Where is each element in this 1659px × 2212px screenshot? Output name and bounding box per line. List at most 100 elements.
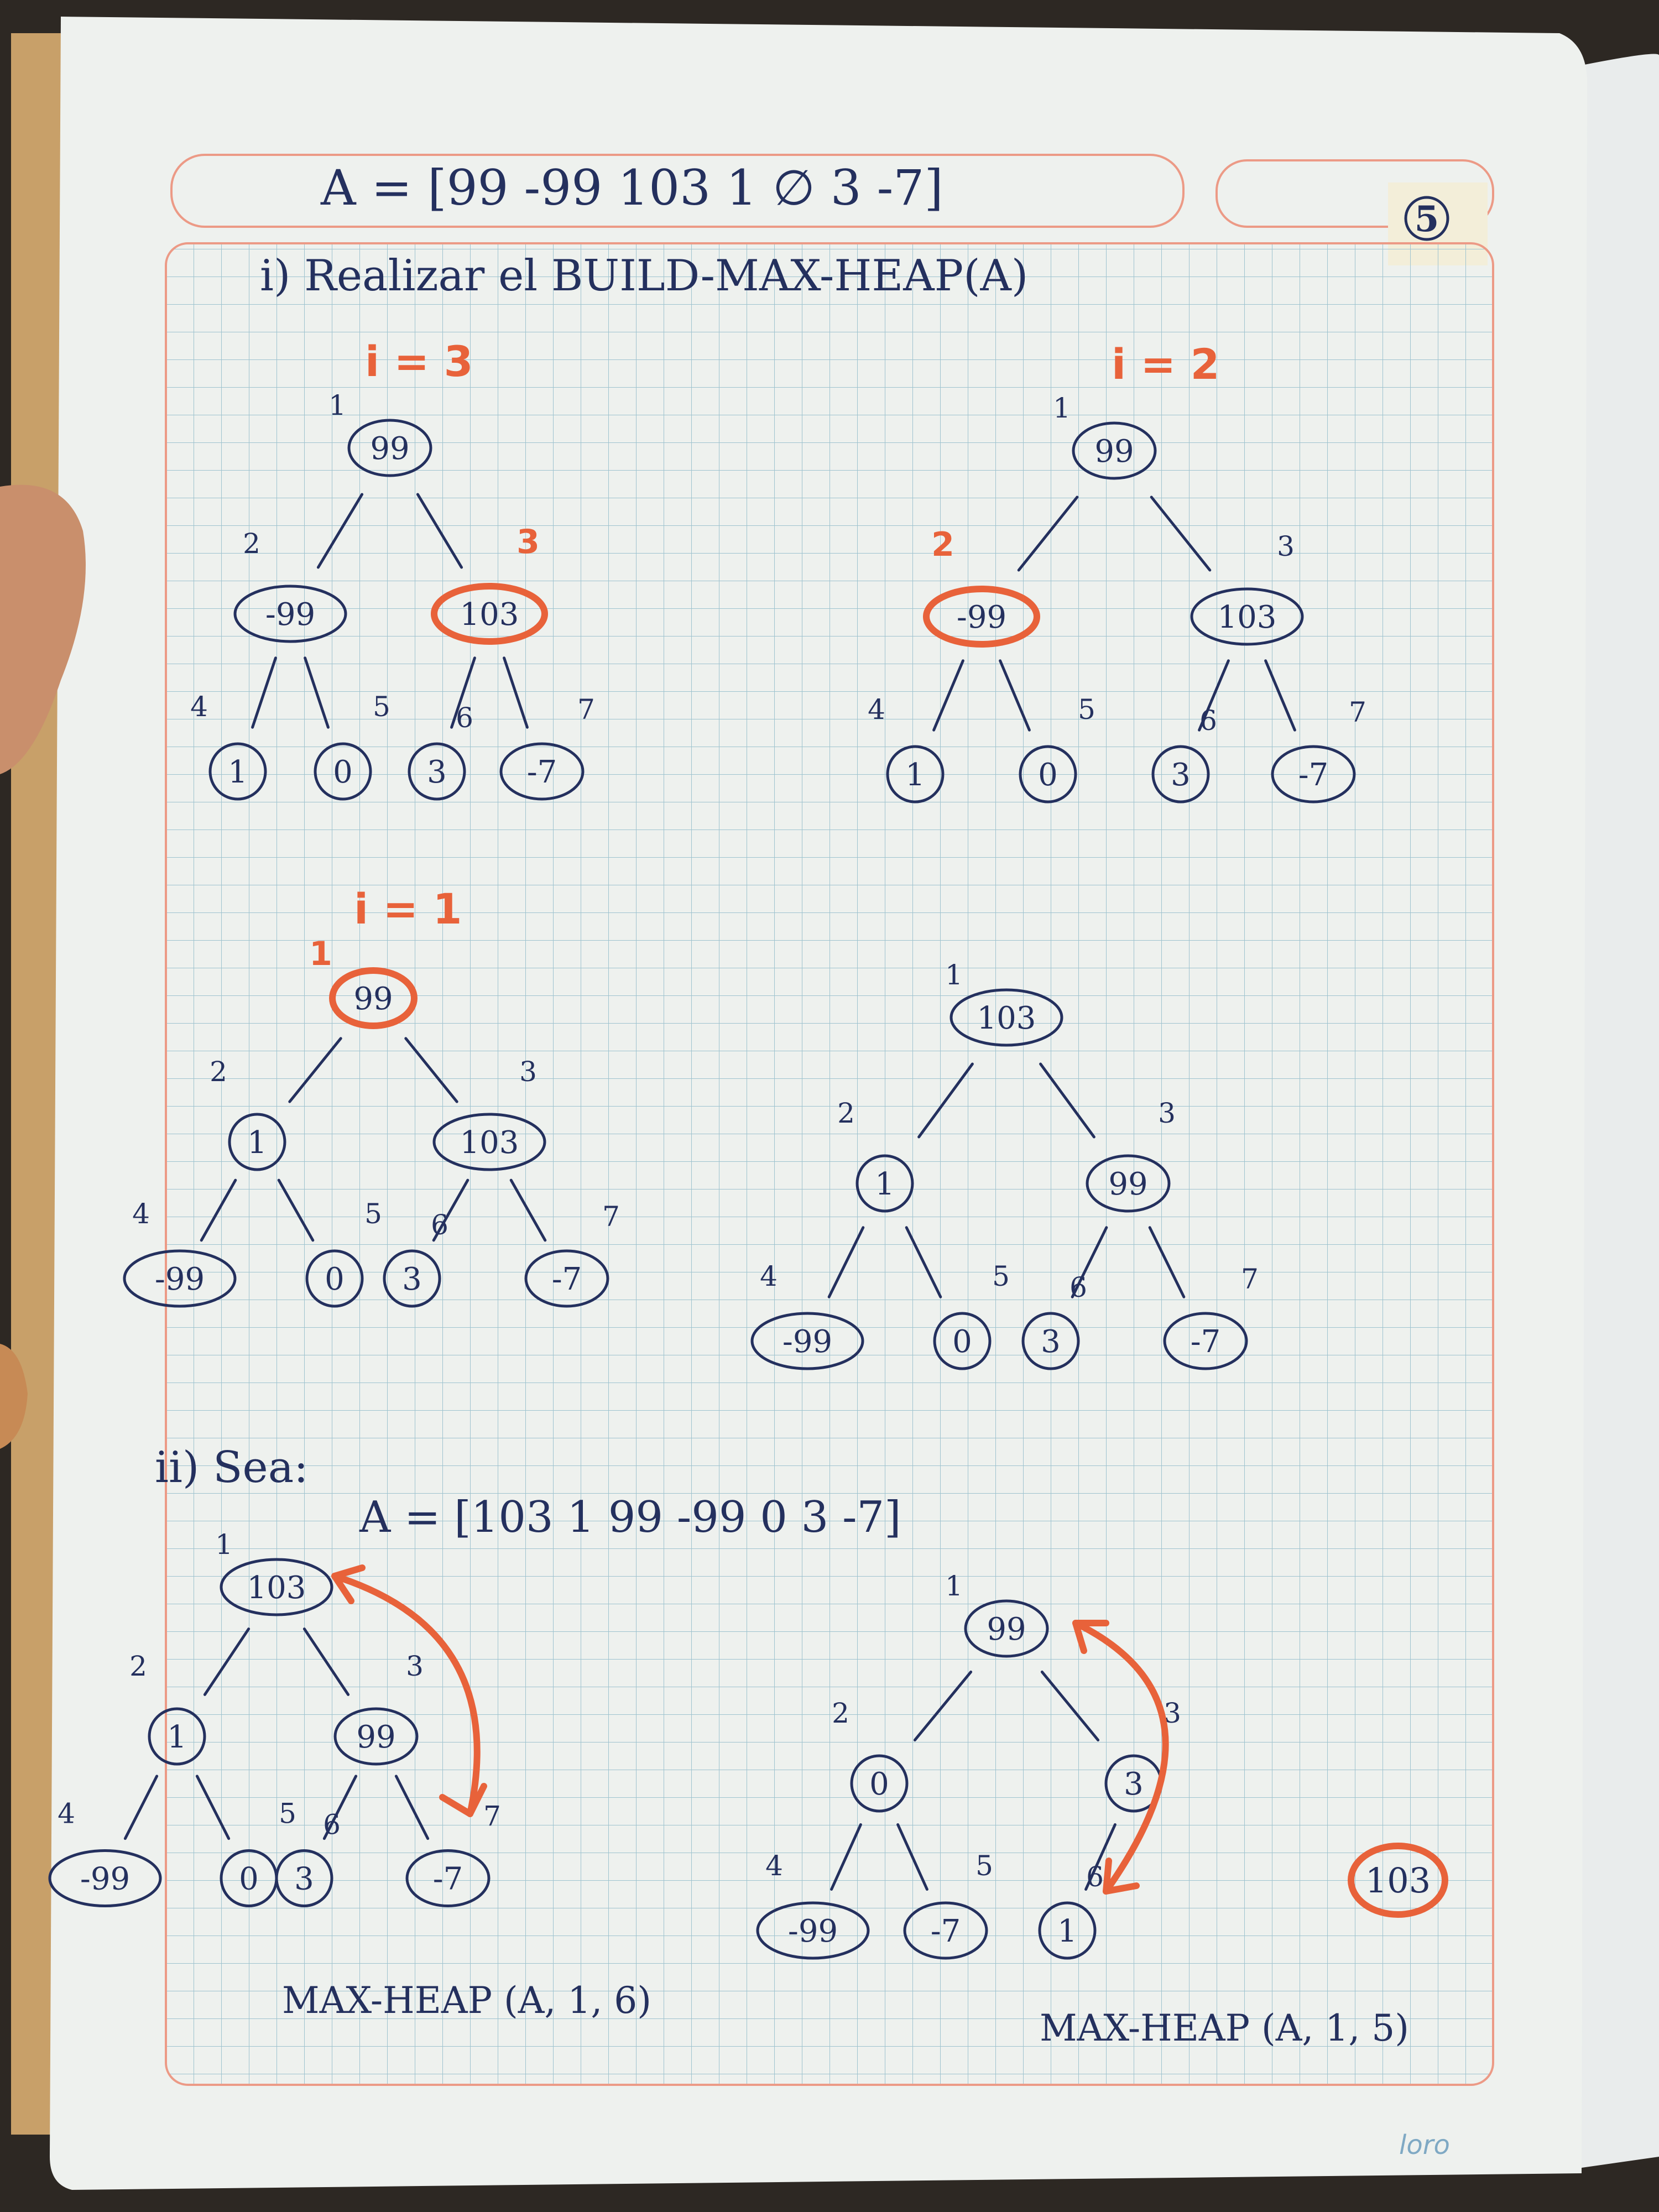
heap-node-value: -99 xyxy=(957,599,1006,635)
tree-edge xyxy=(830,1823,862,1891)
tree-edge xyxy=(195,1775,231,1840)
heap-node-index: 3 xyxy=(1158,1097,1176,1129)
heap-node-circle xyxy=(347,419,432,477)
heap-node-circle xyxy=(499,742,585,801)
heap-node-value: -7 xyxy=(552,1261,582,1297)
tree-edge xyxy=(404,1037,458,1103)
tree-edge xyxy=(302,1627,350,1696)
heap-node-index: 1 xyxy=(945,1570,963,1602)
tree-edge xyxy=(432,1178,469,1242)
extracted-value-circle xyxy=(1348,1843,1448,1918)
heap-node-value: -99 xyxy=(788,1913,838,1949)
heap-node-circle xyxy=(923,586,1040,648)
heap-node-index: 4 xyxy=(58,1798,75,1830)
tree-edge xyxy=(304,656,330,729)
heap-node-circle xyxy=(431,583,548,645)
heap-node-index: 4 xyxy=(760,1260,778,1292)
heap-node-index: 5 xyxy=(279,1798,296,1830)
heap-node-circle xyxy=(933,1312,992,1370)
heap-node-circle xyxy=(855,1154,914,1213)
tree-edge xyxy=(203,1627,251,1696)
heap-node-index: 7 xyxy=(602,1201,620,1233)
heap-node-circle xyxy=(1038,1901,1097,1960)
tree-edge xyxy=(251,656,277,729)
heap-node-index: 3 xyxy=(406,1650,424,1682)
heap-node-value: 1 xyxy=(905,757,925,793)
part-ii-array: A = [103 1 99 -99 0 3 -7] xyxy=(359,1493,901,1542)
heap-node-circle xyxy=(1151,745,1210,804)
tree-edge xyxy=(1084,1823,1117,1891)
header-band xyxy=(170,154,1185,228)
heap-node-circle xyxy=(275,1849,333,1907)
heap-node-index: 1 xyxy=(1053,392,1071,424)
heap-node-value: 103 xyxy=(460,1125,519,1161)
heap-node-index: 6 xyxy=(323,1809,341,1841)
heap-node-index: 2 xyxy=(931,525,954,564)
heap-node-value: 3 xyxy=(294,1861,314,1897)
tree-edge xyxy=(200,1178,237,1242)
grid-area xyxy=(165,242,1494,2086)
tree-edge xyxy=(288,1037,342,1103)
heap-node-value: 0 xyxy=(952,1324,972,1360)
heap-node-index: 7 xyxy=(483,1801,501,1833)
heap-node-circle xyxy=(850,1754,909,1813)
heap-node-circle xyxy=(208,742,267,801)
heap-node-circle xyxy=(48,1849,162,1907)
heap-node-circle xyxy=(123,1249,237,1308)
heap-node-value: -99 xyxy=(265,597,315,633)
heap-node-circle xyxy=(964,1599,1049,1658)
heap-node-value: 103 xyxy=(1218,599,1277,635)
tree-edge xyxy=(1039,1062,1095,1139)
heap-node-value: 3 xyxy=(1124,1766,1144,1802)
heap-node-circle xyxy=(1021,1312,1080,1370)
tree-edge xyxy=(896,1823,928,1891)
heap-node-value: 99 xyxy=(1108,1166,1147,1202)
heap-node-value: 99 xyxy=(987,1611,1026,1647)
tree-edge xyxy=(905,1226,942,1298)
heap-node-value: 1 xyxy=(875,1166,895,1202)
heap-node-value: 1 xyxy=(228,754,248,790)
tree-edge xyxy=(277,1178,315,1242)
heap-node-circle xyxy=(432,1113,546,1171)
finger xyxy=(0,484,86,774)
heap-node-circle xyxy=(524,1249,609,1308)
heap-node-value: 0 xyxy=(325,1261,345,1297)
heap-node-circle xyxy=(220,1558,333,1616)
heap-node-value: 99 xyxy=(356,1719,395,1755)
heap-node-circle xyxy=(405,1849,491,1907)
heap-node-index: 2 xyxy=(129,1650,147,1682)
tree-edge xyxy=(1040,1670,1100,1742)
heap-node-circle xyxy=(314,742,372,801)
heap-node-index: 1 xyxy=(945,959,963,991)
heap-node-circle xyxy=(950,988,1063,1047)
brand-logo: loro xyxy=(1399,2130,1450,2161)
step-label: i = 1 xyxy=(354,884,462,933)
next-page-edge xyxy=(1576,54,1659,2168)
heap-node-circle xyxy=(1086,1154,1171,1213)
heap-node-index: 5 xyxy=(364,1198,382,1230)
heap-node-circle xyxy=(228,1113,286,1171)
heap-node-value: 1 xyxy=(167,1719,187,1755)
part-i-title: i) Realizar el BUILD-MAX-HEAP(A) xyxy=(260,251,1028,301)
heap-node-circle xyxy=(903,1901,988,1960)
heap-node-value: -99 xyxy=(782,1324,832,1360)
tree-edge xyxy=(932,659,964,732)
tree-edge xyxy=(827,1226,865,1298)
header-array: A = [99 -99 103 1 ∅ 3 -7] xyxy=(320,159,943,216)
step-label: i = 2 xyxy=(1112,340,1220,389)
heap-node-index: 3 xyxy=(517,523,540,561)
page-number-circle xyxy=(1404,196,1449,241)
heap-node-value: -99 xyxy=(155,1261,205,1297)
heap-node-value: 103 xyxy=(247,1570,306,1606)
tree-edge xyxy=(450,656,476,729)
heap-node-value: 99 xyxy=(1094,434,1134,469)
heap-node-value: 0 xyxy=(239,1861,259,1897)
heap-node-value: -7 xyxy=(931,1913,961,1949)
heap-node-value: -7 xyxy=(1298,757,1329,793)
heap-node-circle xyxy=(1163,1312,1248,1370)
heap-node-circle xyxy=(886,745,945,804)
tree-edge xyxy=(1071,1226,1108,1298)
